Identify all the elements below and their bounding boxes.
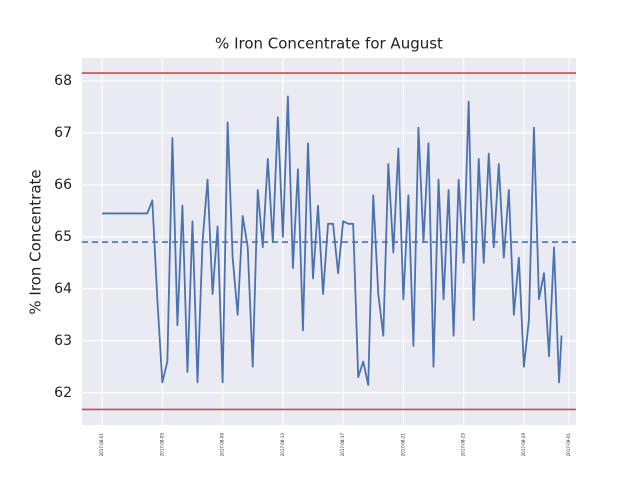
y-tick-label: 63: [54, 333, 72, 349]
x-tick-label: 2017-08-01: [99, 433, 104, 457]
x-tick-label: 2017-08-05: [159, 433, 164, 457]
x-tick-label: 2017-08-13: [280, 433, 285, 457]
x-tick-label: 2017-08-25: [461, 433, 466, 457]
x-tick-label: 2017-08-09: [220, 433, 225, 457]
y-tick-label: 68: [54, 73, 72, 89]
data-line: [102, 95, 563, 386]
y-tick-label: 66: [54, 177, 72, 193]
y-tick-label: 65: [54, 229, 72, 245]
y-tick-label: 62: [54, 385, 72, 401]
x-tick-label: 2017-09-01: [566, 433, 571, 457]
chart-title: % Iron Concentrate for August: [215, 35, 443, 53]
y-tick-label: 67: [54, 125, 72, 141]
y-axis-label: % Iron Concentrate: [27, 169, 45, 314]
x-tick-label: 2017-08-17: [340, 433, 345, 457]
x-tick-label: 2017-08-21: [400, 433, 405, 457]
y-tick-label: 64: [54, 281, 72, 297]
x-tick-label: 2017-08-29: [521, 433, 526, 457]
